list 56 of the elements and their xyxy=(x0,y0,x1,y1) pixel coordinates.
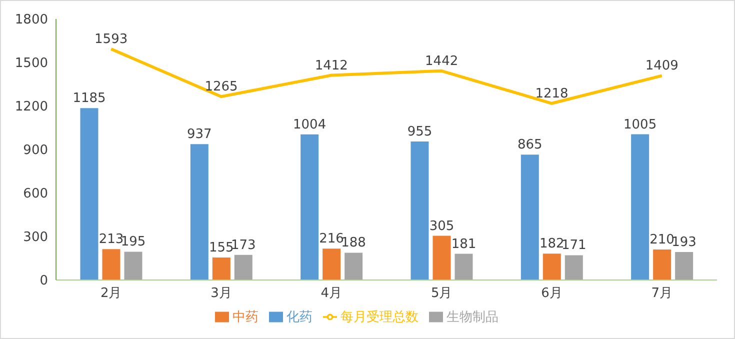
legend-label: 生物制品 xyxy=(446,310,498,325)
data-label: 1185 xyxy=(72,91,106,106)
data-label: 210 xyxy=(650,232,674,248)
x-tick-label: 7月 xyxy=(651,286,673,302)
data-label: 865 xyxy=(517,138,542,153)
data-label: 1593 xyxy=(94,32,128,48)
data-label: 188 xyxy=(341,236,366,251)
data-label: 1442 xyxy=(425,54,458,69)
bar xyxy=(300,134,319,280)
bar xyxy=(631,134,650,280)
bar xyxy=(410,142,429,280)
bar xyxy=(124,252,142,280)
data-label: 937 xyxy=(186,127,212,142)
y-tick-label: 300 xyxy=(23,230,48,246)
legend-label: 每月受理总数 xyxy=(340,310,418,325)
bar xyxy=(675,252,694,280)
data-label: 955 xyxy=(407,124,432,140)
bar xyxy=(322,248,341,280)
legend-label: 化药 xyxy=(286,310,312,325)
x-tick-label: 2月 xyxy=(100,286,122,302)
y-tick-label: 900 xyxy=(23,143,48,158)
bar xyxy=(542,254,561,280)
bar xyxy=(454,254,473,280)
legend-label: 中药 xyxy=(232,310,258,325)
y-tick-label: 1800 xyxy=(14,12,48,28)
bar xyxy=(190,144,208,280)
data-label: 213 xyxy=(98,232,124,248)
bar xyxy=(564,255,583,280)
x-tick-label: 3月 xyxy=(210,286,232,302)
y-tick-label: 0 xyxy=(40,274,48,289)
data-label: 1005 xyxy=(624,117,657,132)
y-tick-label: 600 xyxy=(23,186,48,202)
bar xyxy=(212,258,230,280)
data-label: 155 xyxy=(208,240,234,256)
data-label: 1004 xyxy=(293,117,326,132)
data-label: 216 xyxy=(319,232,344,247)
bar xyxy=(80,108,98,280)
bar xyxy=(653,250,672,280)
bar xyxy=(520,154,539,280)
x-tick-label: 5月 xyxy=(430,286,452,302)
data-label: 1409 xyxy=(645,58,678,74)
data-label: 1265 xyxy=(204,80,238,95)
bar xyxy=(102,249,120,280)
data-label: 193 xyxy=(672,235,696,250)
y-tick-label: 1200 xyxy=(14,100,48,115)
x-tick-label: 4月 xyxy=(320,286,342,302)
data-label: 305 xyxy=(429,218,454,234)
data-label: 182 xyxy=(539,236,564,252)
data-label: 1218 xyxy=(535,86,568,102)
y-tick-label: 1500 xyxy=(14,56,48,72)
x-tick-label: 6月 xyxy=(541,286,562,302)
bar xyxy=(344,252,363,280)
data-label: 1412 xyxy=(314,58,348,74)
bar xyxy=(234,254,252,280)
bar xyxy=(432,236,451,280)
data-label: 181 xyxy=(451,236,476,252)
